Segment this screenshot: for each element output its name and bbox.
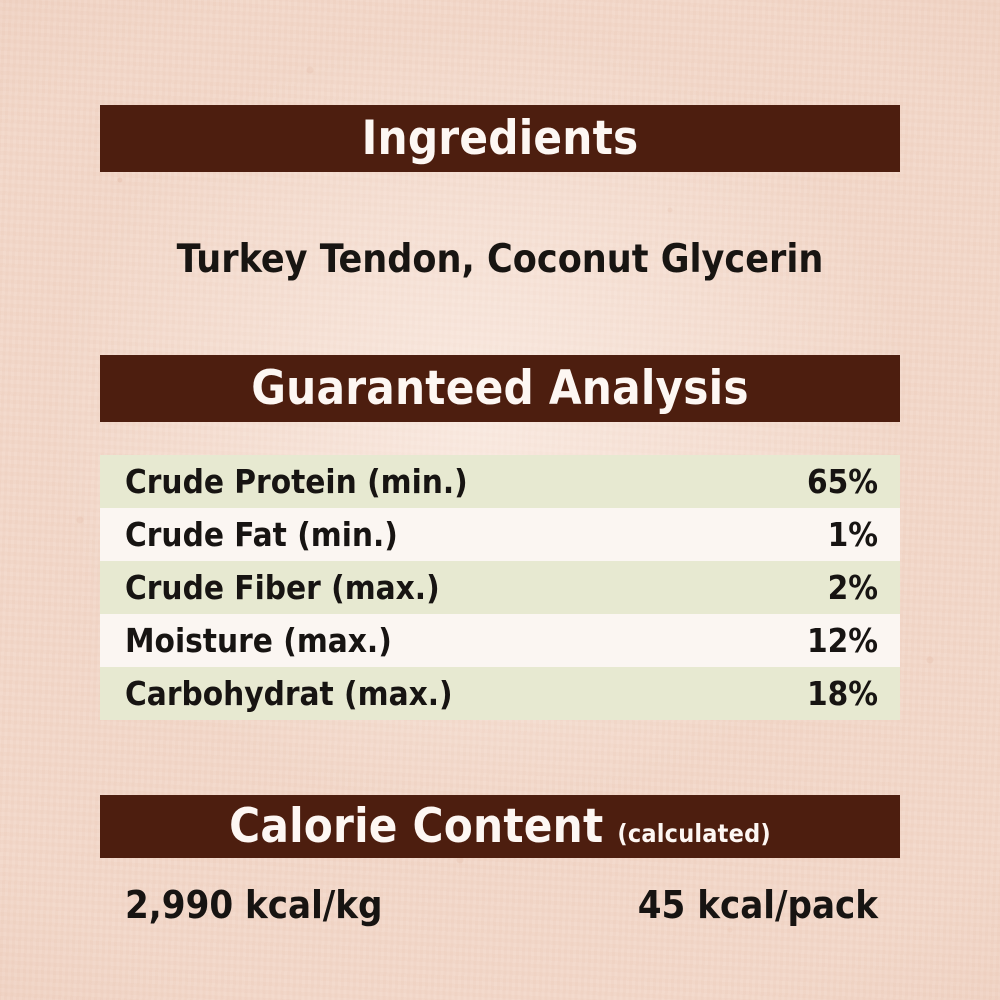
- nutrient-value: 18%: [806, 674, 878, 713]
- nutrient-value: 1%: [827, 515, 878, 554]
- guaranteed-analysis-table: Crude Protein (min.) 65% Crude Fat (min.…: [100, 455, 900, 720]
- nutrient-label: Crude Fat (min.): [125, 515, 398, 554]
- table-row: Crude Fiber (max.) 2%: [100, 561, 900, 614]
- table-row: Crude Fat (min.) 1%: [100, 508, 900, 561]
- nutrient-label: Moisture (max.): [125, 621, 392, 660]
- nutrient-value: 65%: [806, 462, 878, 501]
- nutrient-value: 12%: [806, 621, 878, 660]
- guaranteed-analysis-heading: Guaranteed Analysis: [251, 361, 749, 416]
- calorie-content-note: (calculated): [617, 819, 771, 848]
- nutrient-value: 2%: [827, 568, 878, 607]
- ingredients-list: Turkey Tendon, Coconut Glycerin: [176, 237, 824, 282]
- guaranteed-analysis-header-bar: Guaranteed Analysis: [100, 355, 900, 422]
- calorie-content-header-bar: Calorie Content (calculated): [100, 795, 900, 858]
- ingredients-header-bar: Ingredients: [100, 105, 900, 172]
- nutrient-label: Carbohydrat (max.): [125, 674, 453, 713]
- calorie-heading-group: Calorie Content (calculated): [229, 803, 771, 850]
- table-row: Moisture (max.) 12%: [100, 614, 900, 667]
- calories-per-kg: 2,990 kcal/kg: [125, 883, 383, 927]
- ingredients-heading: Ingredients: [361, 111, 639, 166]
- nutrient-label: Crude Protein (min.): [125, 462, 468, 501]
- table-row: Carbohydrat (max.) 18%: [100, 667, 900, 720]
- calorie-content-heading: Calorie Content: [229, 799, 604, 854]
- table-row: Crude Protein (min.) 65%: [100, 455, 900, 508]
- calorie-values-row: 2,990 kcal/kg 45 kcal/pack: [100, 886, 900, 924]
- nutrient-label: Crude Fiber (max.): [125, 568, 440, 607]
- calories-per-pack: 45 kcal/pack: [637, 883, 878, 927]
